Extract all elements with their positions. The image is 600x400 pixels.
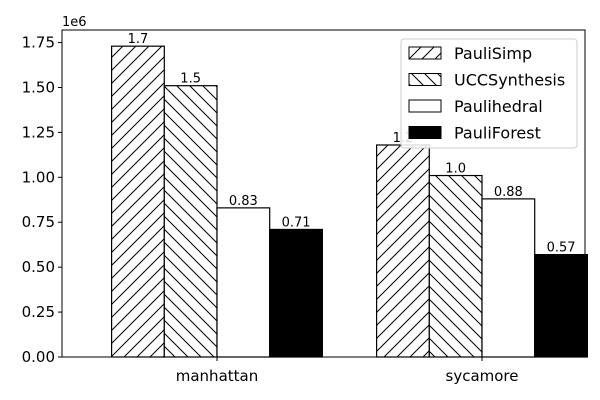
legend-swatch	[408, 126, 442, 139]
y-tick-label: 1.75	[22, 34, 55, 52]
bar-uccsynthesis-sycamore	[428, 174, 483, 358]
bar-pauliforest-sycamore	[534, 253, 589, 358]
legend-label: Paulihedral	[454, 97, 543, 116]
bar-value-label: 0.88	[494, 185, 523, 200]
x-tick-label: sycamore	[446, 367, 519, 385]
plot-area: 1.71.21.51.00.830.880.710.57	[110, 32, 589, 358]
y-axis-offset-label: 1e6	[62, 15, 87, 30]
y-tick-label: 0.00	[22, 348, 55, 366]
y-tick-label: 0.25	[22, 303, 55, 321]
legend-swatch	[408, 46, 442, 60]
legend-swatch	[408, 99, 442, 113]
legend-box	[400, 38, 578, 149]
bar-value-label: 0.57	[547, 241, 576, 256]
y-tick-label: 0.75	[22, 213, 55, 231]
bar-value-label: 1.5	[180, 72, 201, 87]
bar-value-label: 0.71	[282, 215, 311, 230]
bar-paulihedral-manhattan	[216, 207, 271, 358]
bar-pauliforest-manhattan	[269, 228, 324, 358]
legend-label: UCCSynthesis	[454, 71, 565, 90]
bar-value-label: 0.83	[229, 194, 258, 209]
y-tick-label: 1.50	[22, 78, 55, 96]
axes: 0.00 0.25 0.50 0.75 1.00 1.25 1.50 1.75 manhatta…	[22, 29, 586, 385]
bar-value-label: 1.7	[128, 32, 149, 47]
y-tick-label: 0.50	[22, 258, 55, 276]
y-tick-label: 1.00	[22, 168, 55, 186]
legend: PauliSimp UCCSynthesis Paulihedral PauliFor…	[400, 38, 578, 149]
bar-paulihedral-sycamore	[481, 198, 536, 358]
bar-paulisimp-sycamore	[376, 144, 430, 358]
legend-label: PauliForest	[454, 124, 541, 143]
bar-paulisimp-manhattan	[110, 45, 165, 358]
bar-value-label: 1.0	[445, 162, 466, 177]
y-tick-label: 1.25	[22, 123, 55, 141]
legend-label: PauliSimp	[454, 44, 532, 63]
x-tick-label: manhattan	[176, 367, 258, 385]
legend-swatch	[408, 73, 442, 86]
bar-uccsynthesis-manhattan	[163, 85, 218, 358]
axes-frame	[61, 29, 586, 358]
